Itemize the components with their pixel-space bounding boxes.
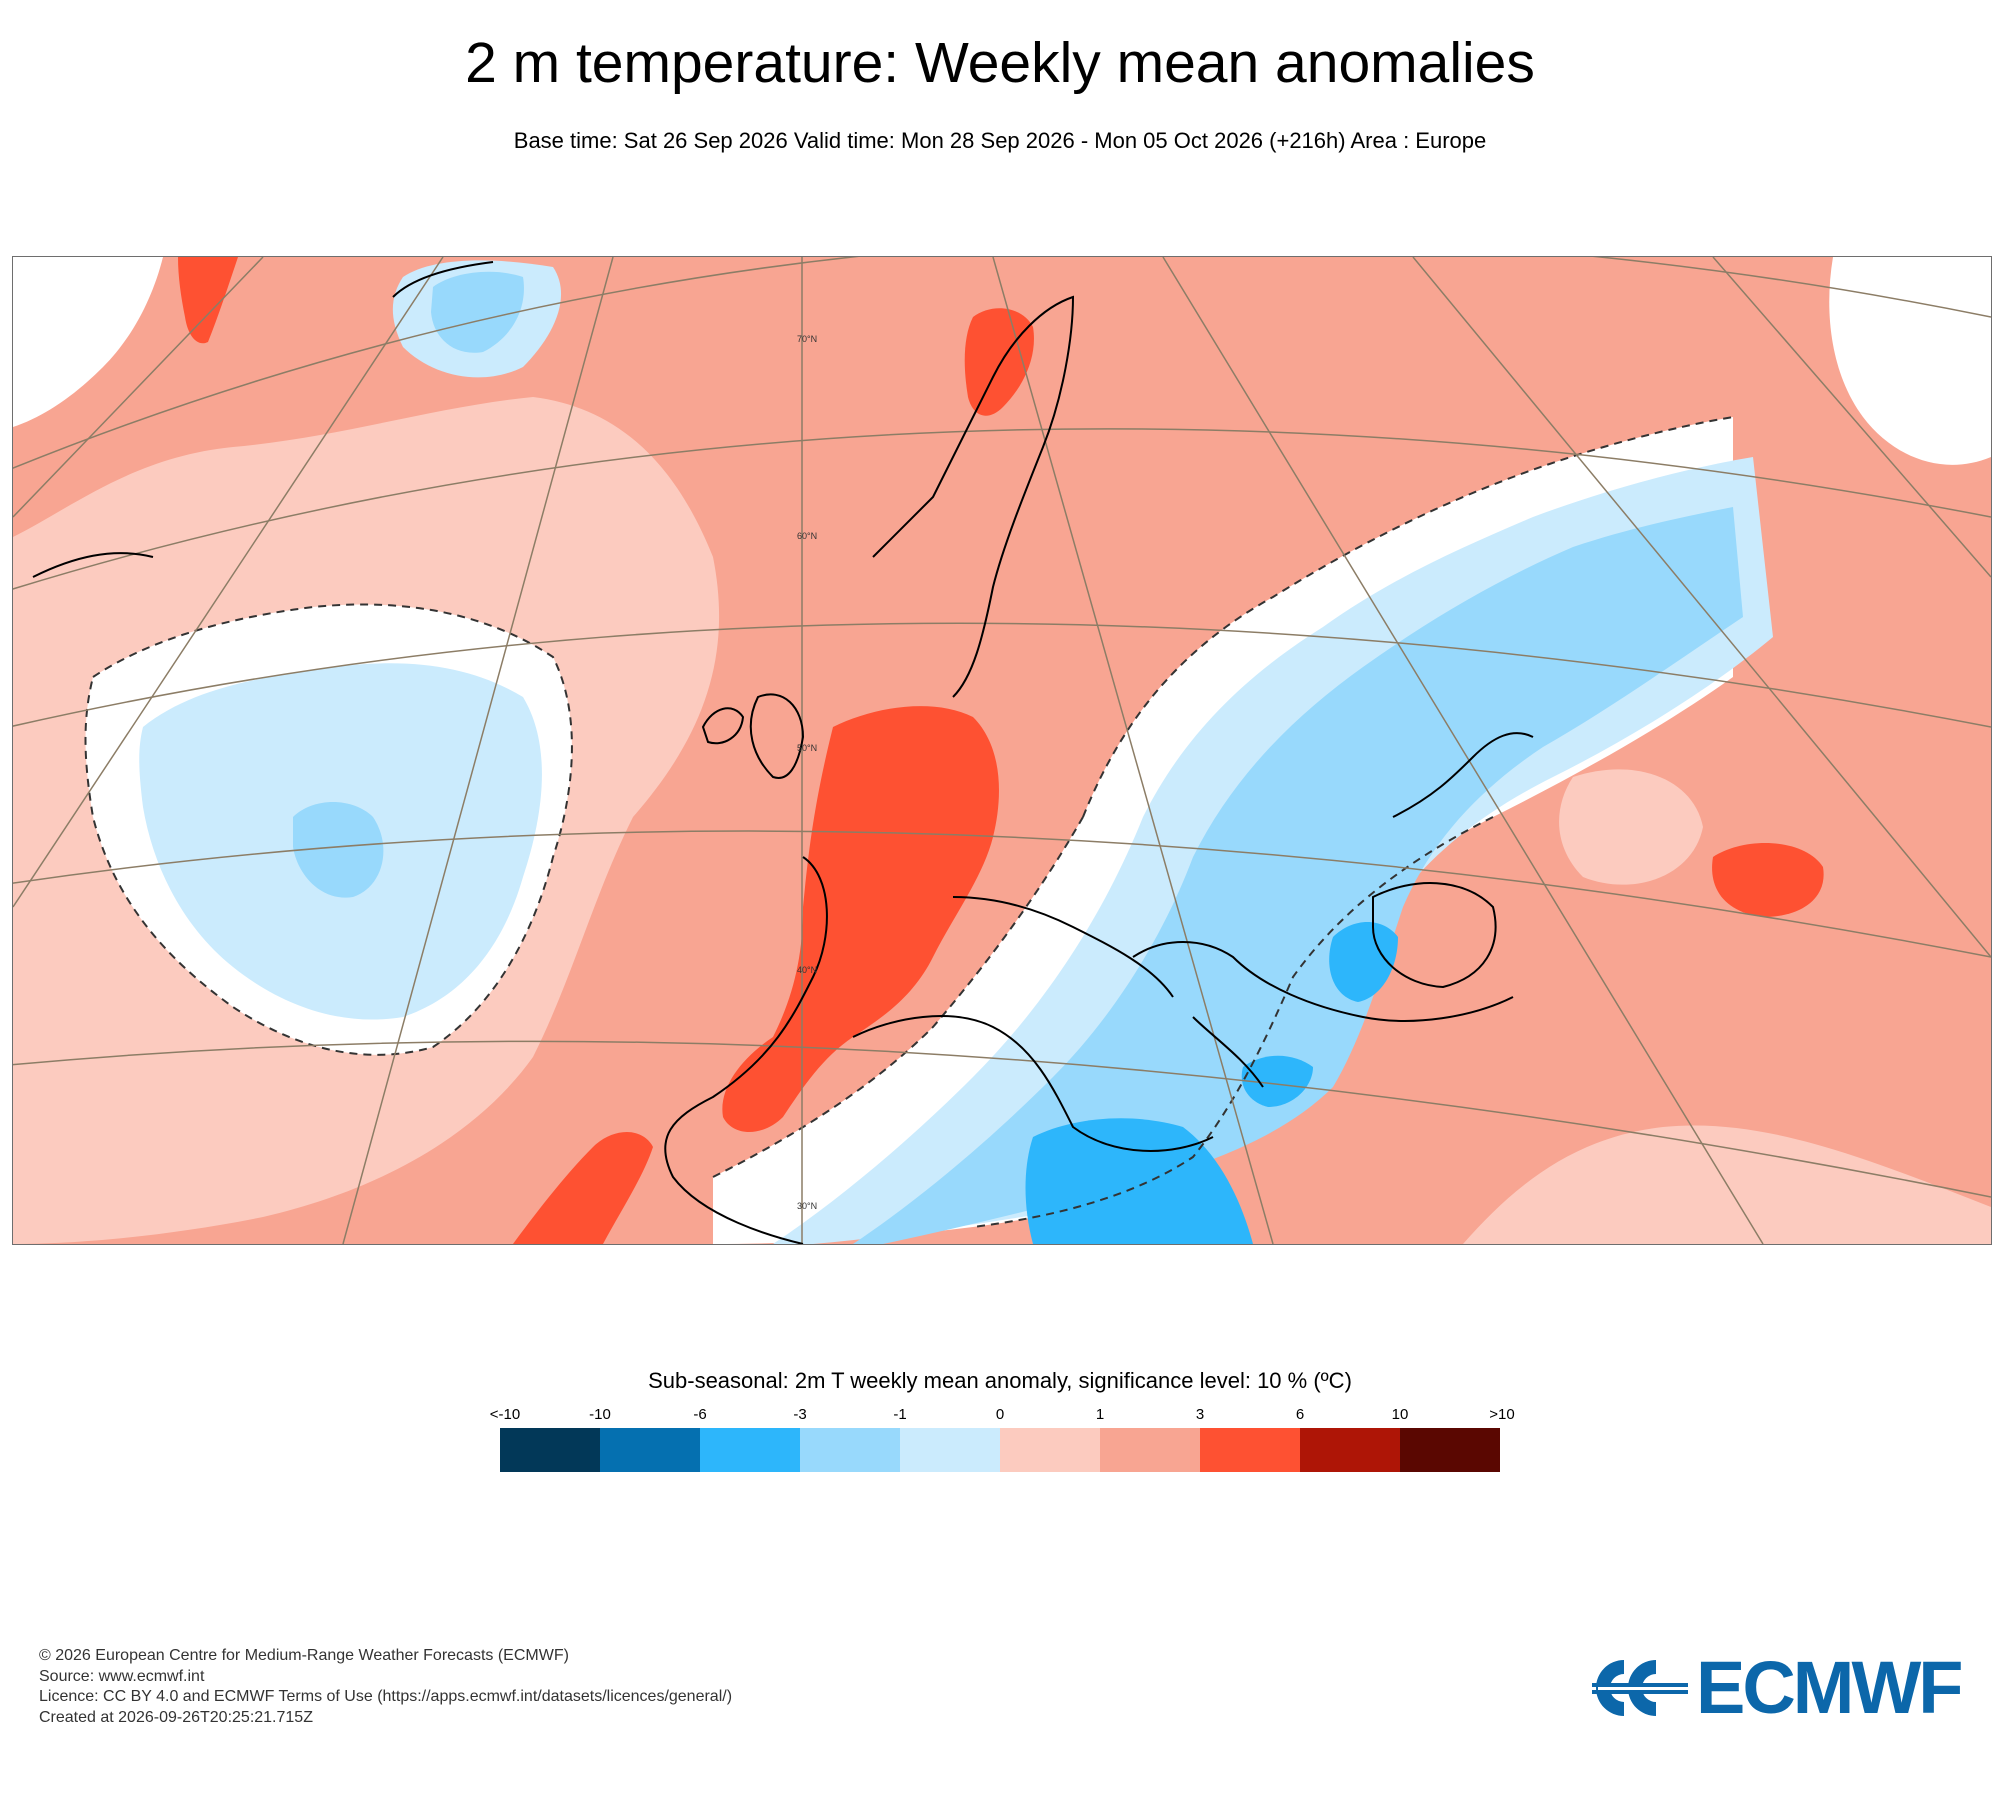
legend-tick: 0 [995, 1406, 1005, 1423]
legend-tick: -3 [793, 1406, 807, 1423]
legend-tick: 1 [1095, 1406, 1105, 1423]
lat-label-60n: 60°N [797, 531, 817, 541]
legend-tick: -6 [693, 1406, 707, 1423]
legend-swatch [1300, 1428, 1400, 1472]
legend-tick: <-10 [489, 1406, 521, 1423]
legend-title: Sub-seasonal: 2m T weekly mean anomaly, … [648, 1368, 1352, 1393]
legend-tick: >10 [1489, 1406, 1515, 1423]
ecmwf-logo[interactable]: ECMWF [1592, 1646, 1963, 1729]
legend-colorbar [500, 1428, 1500, 1472]
latitude-labels: 70°N 60°N 50°N 40°N 30°N [797, 334, 817, 1211]
lat-label-70n: 70°N [797, 334, 817, 344]
anomaly-region-blue-greenland [431, 271, 524, 353]
anomaly-region-red-morocco [513, 1132, 653, 1244]
page-title: 2 m temperature: Weekly mean anomalies [465, 31, 1535, 95]
created-line: Created at 2026-09-26T20:25:21.715Z [39, 1708, 313, 1726]
anomaly-region-strong-blue-turkey [1329, 922, 1398, 1002]
legend-swatch [1100, 1428, 1200, 1472]
copyright-footer: © 2026 European Centre for Medium-Range … [39, 1646, 732, 1728]
map-canvas: 70°N 60°N 50°N 40°N 30°N [13, 257, 1991, 1244]
significance-contours [84, 416, 1734, 1228]
lat-label-40n: 40°N [797, 965, 817, 975]
anomaly-region-blue-atlantic [293, 802, 384, 898]
legend-tick: 6 [1295, 1406, 1305, 1423]
legend-tick: 3 [1195, 1406, 1205, 1423]
legend-swatch [900, 1428, 1000, 1472]
anomaly-region-red-greenland [178, 257, 238, 344]
anomaly-region-red-france [722, 706, 999, 1132]
legend-swatch [1400, 1428, 1500, 1472]
anomaly-region-red-caspian [1712, 843, 1824, 917]
temperature-anomaly-map: 70°N 60°N 50°N 40°N 30°N [12, 256, 1992, 1245]
legend-tick: -10 [589, 1406, 611, 1423]
legend-swatch [600, 1428, 700, 1472]
legend-swatch [500, 1428, 600, 1472]
legend-tick: -1 [893, 1406, 907, 1423]
lat-label-30n: 30°N [797, 1201, 817, 1211]
source-line[interactable]: Source: www.ecmwf.int [39, 1667, 205, 1685]
anomaly-region-strong-blue-libya [1025, 1118, 1253, 1244]
page-subtitle: Base time: Sat 26 Sep 2026 Valid time: M… [513, 128, 1487, 153]
licence-line[interactable]: Licence: CC BY 4.0 and ECMWF Terms of Us… [39, 1688, 733, 1705]
legend-swatch [1000, 1428, 1100, 1472]
legend-swatch [1200, 1428, 1300, 1472]
legend-swatch [700, 1428, 800, 1472]
anomaly-region-white-nw [13, 257, 163, 427]
ecmwf-logo-text: ECMWF [1696, 1646, 1963, 1729]
graticule [13, 257, 1991, 1244]
copyright-line: © 2026 European Centre for Medium-Range … [39, 1647, 569, 1664]
anomaly-region-red-norway [964, 308, 1034, 416]
legend-swatch [800, 1428, 900, 1472]
legend-tick: 10 [1391, 1406, 1409, 1423]
anomaly-region-blue-east [853, 507, 1743, 1244]
coastlines [32, 261, 1534, 1244]
anomaly-region-light-pink-east [1559, 769, 1703, 885]
lat-label-50n: 50°N [797, 743, 817, 753]
anomaly-region-strong-blue-egypt [1241, 1055, 1313, 1107]
legend-ticks: <-10 -10 -6 -3 -1 0 1 3 6 10 >10 [0, 1406, 2000, 1426]
ecmwf-logo-icon [1592, 1660, 1688, 1716]
